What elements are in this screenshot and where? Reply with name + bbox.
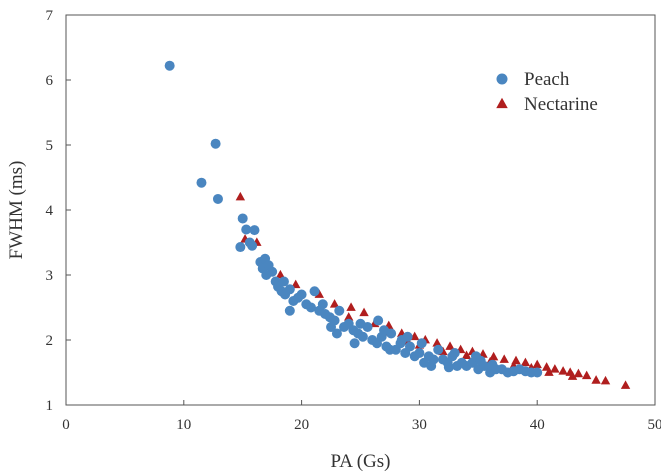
nectarine-point: [235, 191, 246, 201]
nectarine-point: [275, 269, 286, 279]
peach-point: [326, 322, 337, 332]
nectarine-point: [488, 351, 499, 361]
x-tick-label: 50: [648, 417, 661, 433]
legend-marker-nectarine: [496, 97, 508, 109]
peach-point: [296, 289, 307, 300]
peach-point: [241, 224, 252, 235]
legend-label-nectarine: Nectarine: [524, 94, 598, 115]
peach-point: [532, 367, 543, 378]
peach-point: [414, 348, 425, 358]
y-tick-label: 2: [46, 333, 54, 349]
peach-point: [331, 328, 342, 339]
peach-point: [449, 348, 460, 358]
peach-point: [349, 338, 360, 349]
nectarine-point: [314, 289, 324, 298]
nectarine-point: [620, 380, 631, 389]
y-tick-label: 1: [46, 398, 54, 414]
legend-marker-peach: [496, 73, 508, 85]
y-tick-label: 5: [46, 138, 54, 154]
peach-point: [355, 318, 366, 329]
peach-point: [404, 341, 415, 352]
nectarine-point: [329, 299, 340, 308]
peach-point: [196, 177, 207, 188]
peach-point: [164, 60, 175, 71]
legend-label-peach: Peach: [524, 69, 570, 90]
peach-point: [284, 284, 295, 295]
peach-point: [334, 305, 345, 316]
nectarine-point: [544, 367, 554, 376]
nectarine-point: [591, 375, 601, 384]
peach-point: [284, 305, 295, 316]
nectarine-point: [499, 354, 509, 363]
peach-point: [426, 361, 437, 371]
peach-point: [379, 325, 390, 336]
nectarine-point: [344, 312, 354, 321]
peach-point: [433, 344, 444, 355]
peach-point: [373, 315, 384, 326]
nectarine-point: [432, 338, 442, 347]
peach-point: [416, 338, 427, 349]
y-tick-label: 6: [46, 73, 54, 89]
nectarine-point: [581, 370, 592, 380]
data-points-layer: [164, 60, 631, 389]
y-tick-label: 7: [46, 8, 54, 24]
peach-point: [247, 240, 258, 251]
peach-point: [317, 299, 328, 310]
nectarine-point: [600, 375, 611, 385]
x-tick-label: 40: [530, 417, 545, 433]
peach-point: [384, 344, 395, 355]
x-tick-label: 0: [62, 417, 70, 433]
peach-point: [475, 355, 486, 366]
y-axis-label: FWHM (ms): [6, 161, 27, 260]
peach-point: [487, 359, 498, 370]
peach-point: [443, 362, 454, 373]
nectarine-point: [573, 368, 584, 378]
nectarine-point: [520, 357, 531, 367]
x-tick-label: 20: [294, 417, 309, 433]
nectarine-point: [359, 307, 369, 317]
nectarine-point: [532, 359, 542, 369]
peach-point: [249, 225, 260, 236]
nectarine-point: [461, 350, 472, 360]
nectarine-point: [567, 371, 578, 380]
peach-point: [396, 335, 407, 345]
y-tick-label: 3: [46, 268, 54, 284]
peach-point: [306, 302, 317, 313]
peach-point: [261, 270, 272, 280]
peach-point: [212, 193, 223, 204]
nectarine-point: [558, 366, 568, 375]
axes-layer: 0 10 20 30 40 50 1 2 3 4 5 6 7: [46, 8, 661, 433]
y-tick-label: 4: [46, 203, 54, 219]
legend: Peach Nectarine: [496, 69, 598, 115]
peach-point: [309, 286, 320, 297]
nectarine-point: [550, 364, 560, 373]
peach-point: [235, 242, 246, 253]
x-axis-label: PA (Gs): [330, 451, 390, 472]
peach-point: [278, 276, 289, 287]
x-tick-label: 10: [176, 417, 191, 433]
nectarine-point: [445, 341, 455, 350]
peach-point: [210, 138, 221, 149]
x-tick-label: 30: [412, 417, 427, 433]
peach-point: [357, 331, 368, 342]
nectarine-point: [346, 302, 356, 311]
peach-point: [237, 213, 248, 224]
